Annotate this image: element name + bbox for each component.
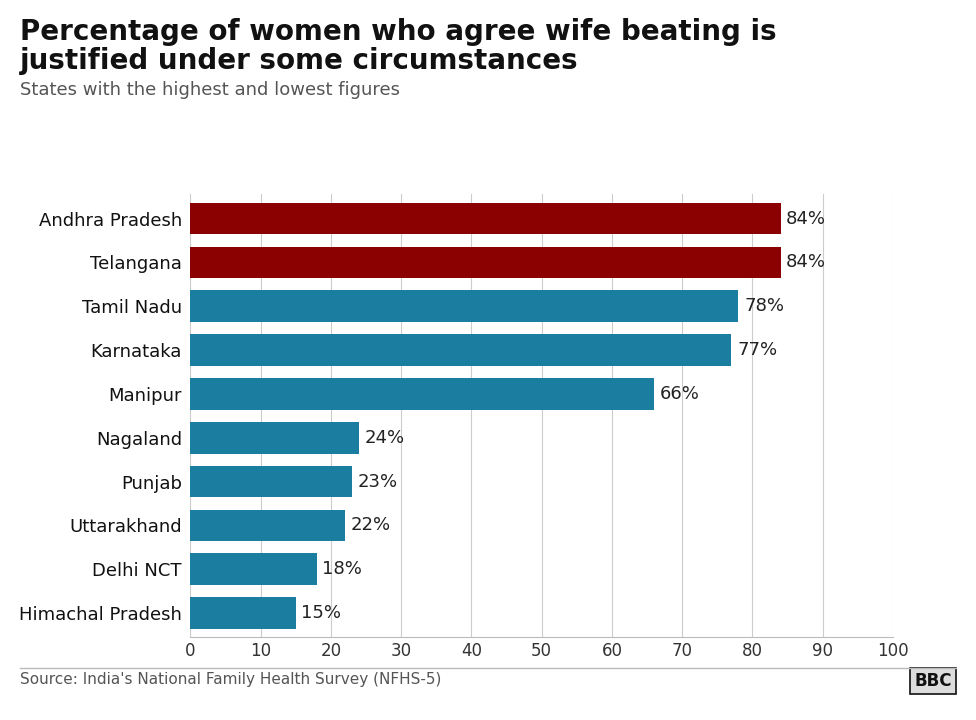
Bar	[190, 246, 781, 278]
Bar	[190, 334, 731, 366]
Text: Source: India's National Family Health Survey (NFHS-5): Source: India's National Family Health S…	[20, 672, 441, 687]
Text: 78%: 78%	[744, 297, 784, 315]
Text: justified under some circumstances: justified under some circumstances	[20, 47, 578, 75]
Bar	[190, 422, 359, 454]
Text: 77%: 77%	[737, 341, 777, 359]
Text: 24%: 24%	[365, 428, 405, 446]
Text: 84%: 84%	[787, 210, 827, 228]
Bar	[190, 203, 781, 234]
Bar	[190, 554, 317, 585]
Text: 15%: 15%	[302, 604, 342, 622]
Text: 22%: 22%	[350, 516, 390, 534]
Text: 66%: 66%	[660, 385, 700, 403]
Bar	[190, 510, 345, 541]
Text: 18%: 18%	[322, 560, 362, 578]
Bar	[190, 598, 296, 629]
Text: 84%: 84%	[787, 253, 827, 271]
Text: BBC: BBC	[915, 672, 952, 690]
Bar	[190, 466, 352, 498]
Text: 23%: 23%	[357, 472, 397, 490]
Text: Percentage of women who agree wife beating is: Percentage of women who agree wife beati…	[20, 18, 776, 46]
Bar	[190, 378, 654, 410]
Text: States with the highest and lowest figures: States with the highest and lowest figur…	[20, 81, 399, 99]
Bar	[190, 290, 739, 322]
